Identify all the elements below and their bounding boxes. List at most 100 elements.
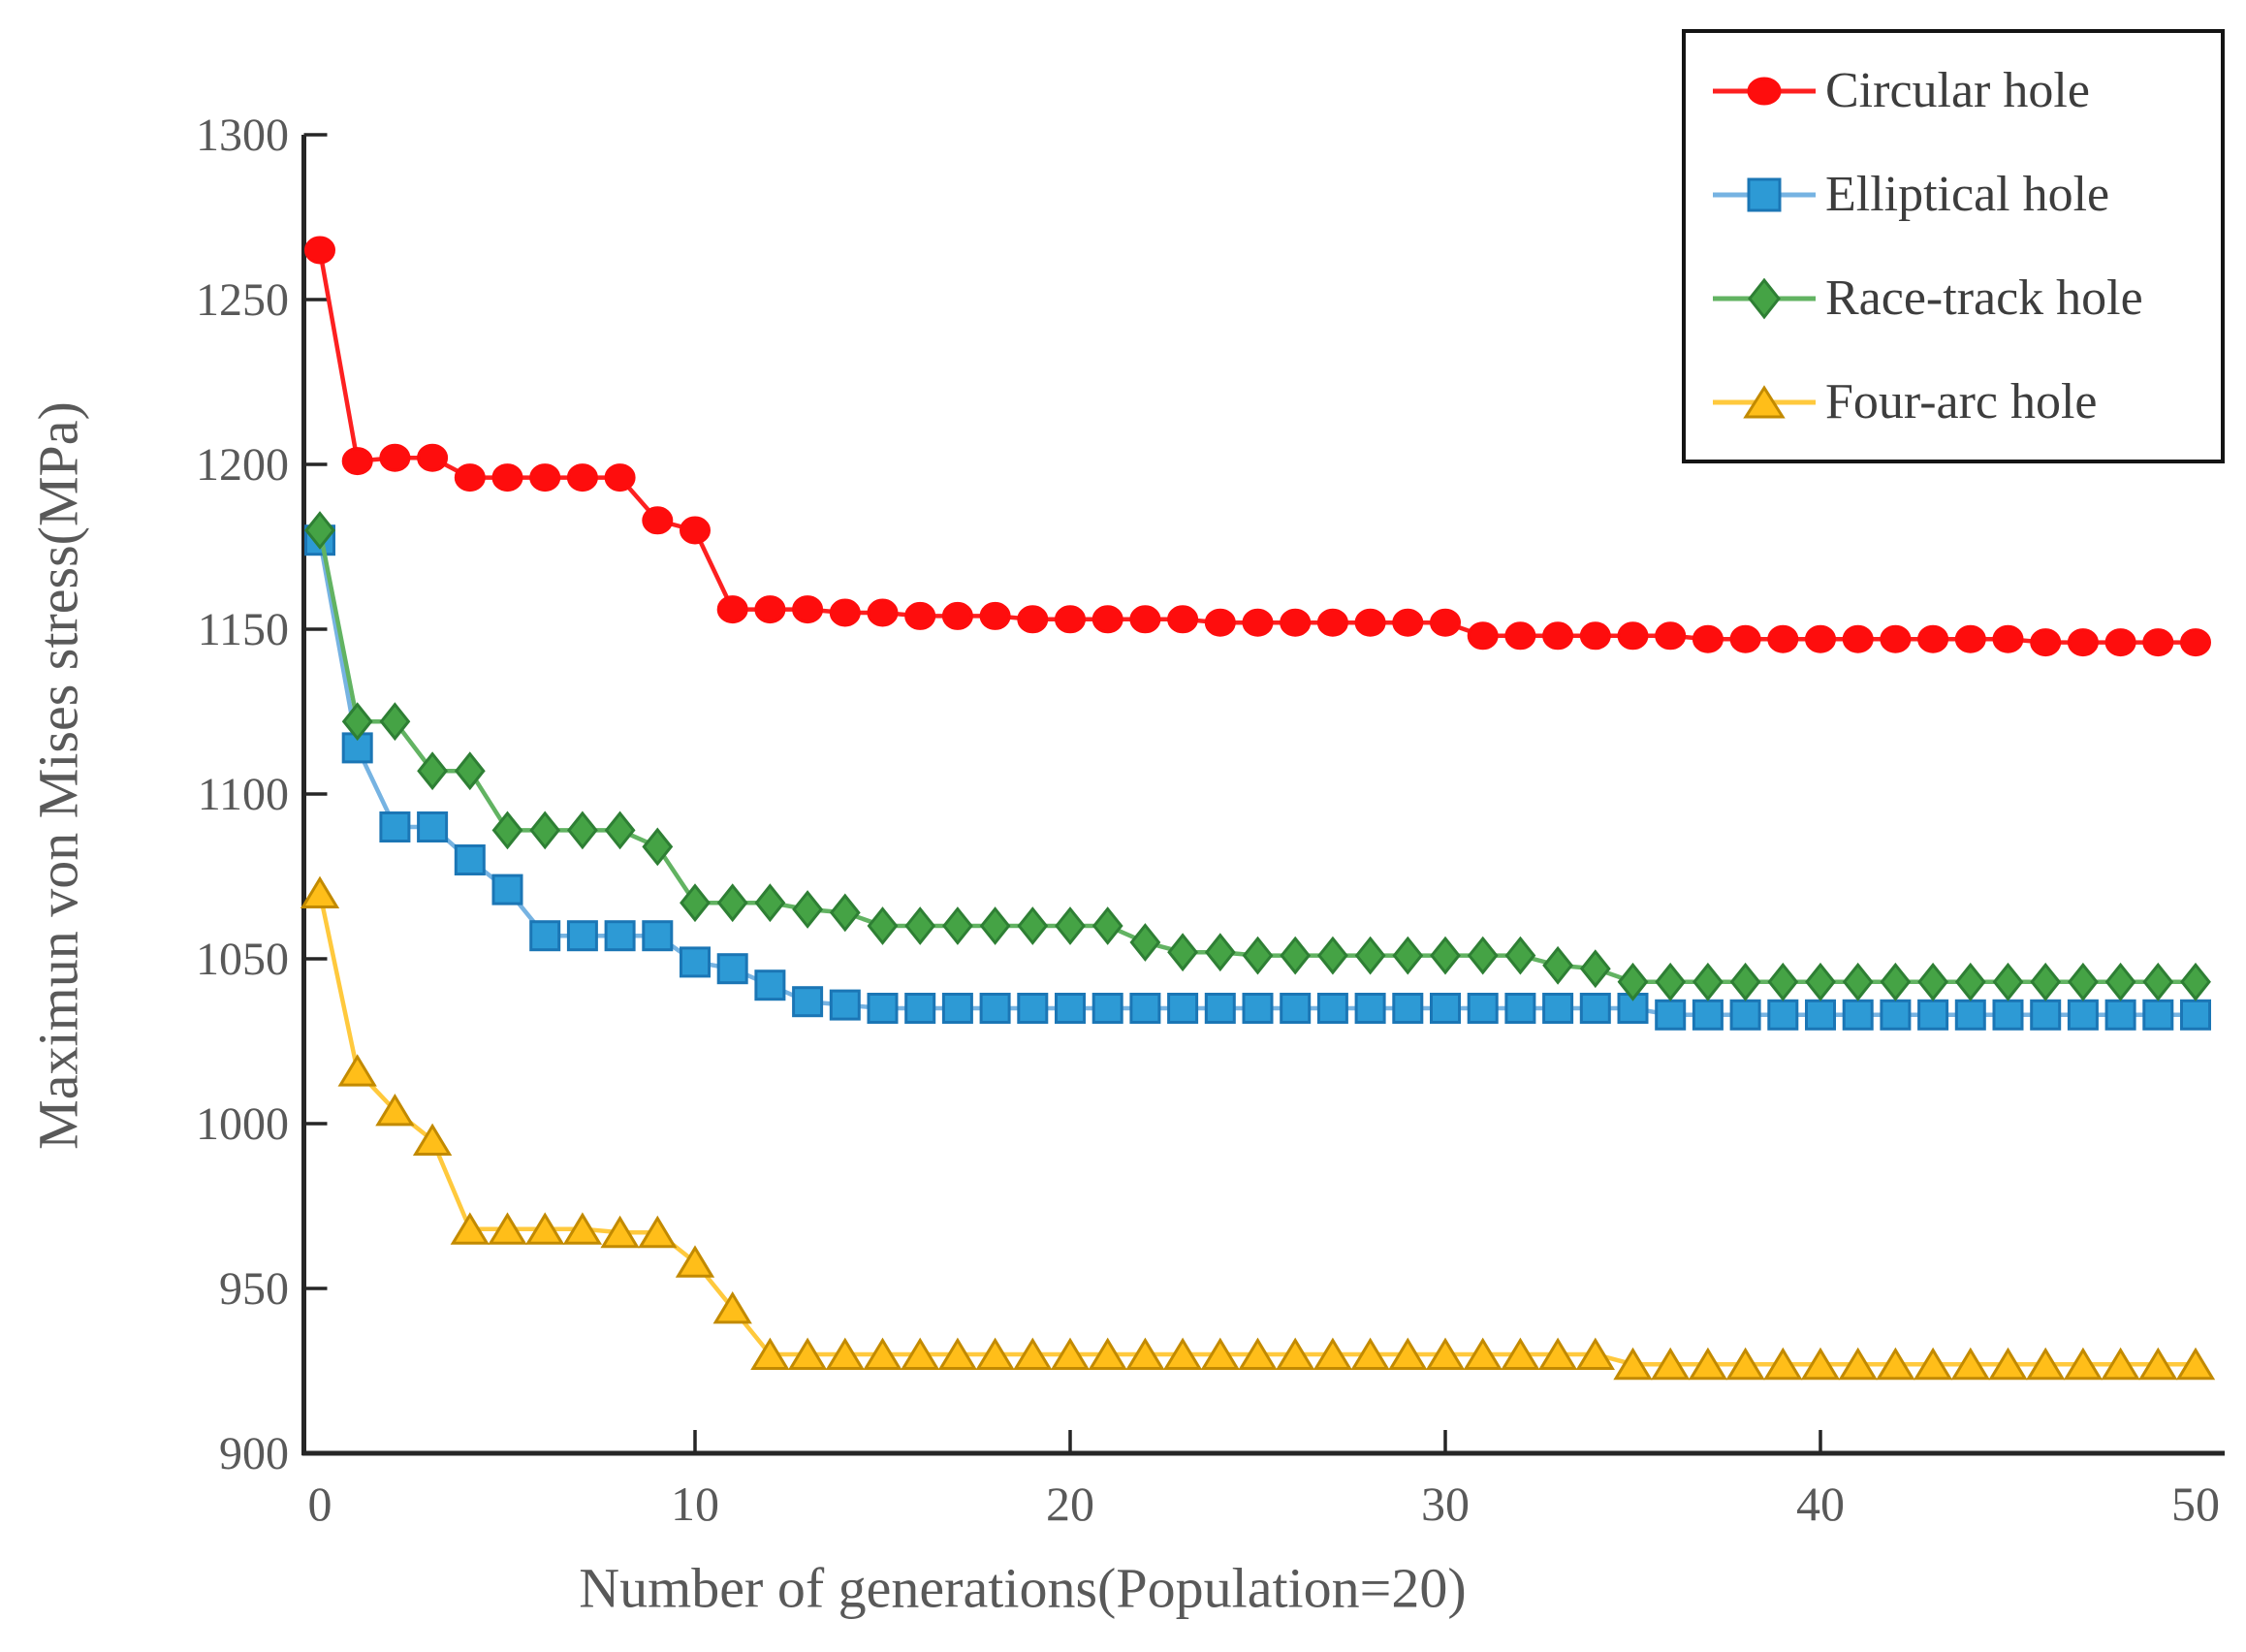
square-marker — [1917, 999, 1949, 1031]
triangle-marker — [1613, 1347, 1653, 1381]
series-race-track-hole — [304, 511, 2211, 1001]
diamond-marker — [716, 883, 748, 923]
circle-marker — [2104, 628, 2136, 657]
circle-marker — [2142, 628, 2174, 657]
x-tick-label: 0 — [308, 1477, 332, 1531]
diamond-marker — [1316, 936, 1348, 975]
circle-marker — [1091, 605, 1123, 634]
triangle-marker — [937, 1337, 978, 1370]
circle-marker — [829, 598, 861, 627]
diamond-marker — [1992, 962, 2024, 1001]
triangle-marker — [525, 1212, 565, 1245]
diamond-marker — [604, 810, 636, 850]
circle-marker — [1655, 621, 1687, 651]
circle-marker — [1055, 605, 1086, 634]
triangle-marker — [1988, 1347, 2028, 1381]
y-tick-label: 1250 — [196, 274, 289, 326]
diamond-marker — [1167, 933, 1199, 972]
legend-item-four-arc-hole: Four-arc hole — [1686, 354, 2221, 451]
circle-marker — [1430, 608, 1461, 637]
square-marker — [1055, 993, 1086, 1024]
circle-marker — [341, 447, 373, 476]
triangle-marker — [1876, 1347, 1915, 1381]
circle-marker — [1617, 621, 1649, 651]
circle-marker — [1917, 624, 1949, 653]
y-tick-label: 1200 — [196, 439, 289, 491]
circle-marker — [2030, 628, 2062, 657]
triangle-marker — [1463, 1337, 1503, 1370]
triangle-marker — [1013, 1337, 1053, 1370]
diamond-marker — [829, 893, 861, 933]
triangle-marker — [1200, 1337, 1240, 1370]
diamond-marker — [491, 810, 523, 850]
circle-marker — [1992, 624, 2024, 653]
triangle-marker — [1725, 1347, 1765, 1381]
square-marker — [1430, 993, 1461, 1024]
circle-marker — [566, 463, 598, 492]
circle-marker — [604, 463, 636, 492]
triangle-marker — [1350, 1337, 1390, 1370]
square-marker — [1655, 999, 1687, 1031]
triangle-marker — [450, 1212, 490, 1245]
triangle-marker — [1763, 1347, 1803, 1381]
diamond-marker — [867, 906, 899, 945]
y-tick-label: 950 — [219, 1263, 289, 1315]
diamond-marker — [941, 906, 973, 945]
triangle-marker — [1501, 1337, 1540, 1370]
circle-legend-swatch-icon — [1713, 77, 1816, 105]
circle-marker — [1579, 621, 1611, 651]
triangle-marker — [1575, 1337, 1615, 1370]
circle-marker — [1542, 621, 1574, 651]
diamond-marker — [1091, 906, 1123, 945]
square-marker — [1467, 993, 1499, 1024]
square-marker — [566, 920, 598, 952]
circle-marker — [1354, 608, 1386, 637]
y-tick-label: 1300 — [196, 110, 289, 161]
triangle-marker — [2101, 1347, 2140, 1381]
x-tick-label: 20 — [1046, 1477, 1094, 1531]
y-tick-label: 1100 — [198, 769, 289, 820]
legend-label: Circular hole — [1825, 63, 2090, 118]
square-marker — [642, 920, 674, 952]
circle-marker — [454, 463, 486, 492]
circle-marker — [642, 506, 674, 535]
circle-marker — [1747, 77, 1782, 105]
triangle-marker — [2063, 1347, 2104, 1381]
y-tick-label: 1150 — [198, 604, 289, 655]
diamond-marker — [2142, 962, 2174, 1001]
legend-box: Circular hole Elliptical hole Race-track h… — [1682, 29, 2225, 463]
series-line — [317, 529, 2196, 985]
square-marker — [1729, 999, 1761, 1031]
triangle-marker — [2138, 1347, 2178, 1381]
square-marker — [2104, 999, 2136, 1031]
triangle-marker — [1651, 1347, 1691, 1381]
circle-marker — [941, 601, 973, 630]
square-marker — [1880, 999, 1912, 1031]
diamond-marker — [1430, 936, 1461, 975]
legend-label: Four-arc hole — [1825, 374, 2098, 429]
diamond-marker — [1954, 962, 1986, 1001]
triangle-marker — [1313, 1337, 1353, 1370]
diamond-marker — [979, 906, 1011, 945]
square-marker — [1017, 993, 1049, 1024]
circle-marker — [1880, 624, 1912, 653]
square-marker — [1954, 999, 1986, 1031]
triangle-marker — [375, 1093, 415, 1127]
square-marker — [680, 946, 711, 978]
square-marker — [1747, 177, 1782, 211]
square-marker — [792, 986, 824, 1018]
triangle-marker — [901, 1337, 940, 1370]
diamond-marker — [341, 702, 373, 742]
triangle-marker — [2175, 1347, 2216, 1381]
square-marker — [1354, 993, 1386, 1024]
square-marker — [904, 993, 936, 1024]
square-marker — [867, 993, 899, 1024]
diamond-marker — [2180, 962, 2211, 1001]
diamond-marker — [904, 906, 936, 945]
diamond-marker — [529, 810, 561, 850]
triangle-marker — [638, 1215, 678, 1249]
square-marker — [716, 953, 748, 985]
square-marker — [1542, 993, 1574, 1024]
